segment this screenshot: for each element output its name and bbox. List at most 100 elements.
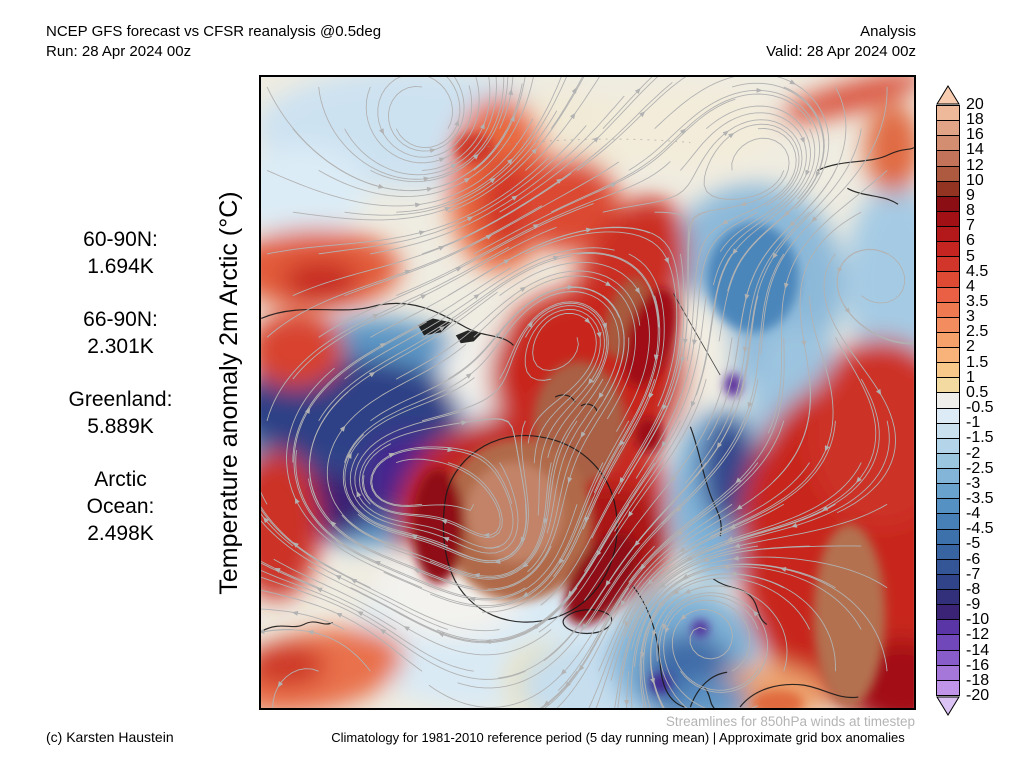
coastline	[673, 293, 721, 376]
streamline	[261, 491, 268, 505]
streamline	[625, 379, 811, 604]
streamline	[272, 668, 319, 708]
stats-panel: 60-90N: 1.694K 66-90N: 2.301K Greenland:…	[28, 226, 213, 573]
streamline	[654, 77, 830, 210]
streamline	[344, 77, 497, 176]
colorbar-cell	[937, 166, 959, 182]
streamline-arrowhead-icon	[856, 476, 862, 483]
streamline-arrowhead-icon	[489, 177, 496, 184]
streamline-arrowhead-icon	[680, 128, 687, 135]
streamline	[292, 110, 558, 221]
streamline-arrowhead-icon	[357, 611, 364, 617]
streamline-arrowhead-icon	[305, 407, 311, 414]
streamline-arrowhead-icon	[438, 157, 446, 163]
colorbar-tick-label: 10	[966, 171, 984, 189]
colorbar-tick-label: -3	[966, 474, 981, 492]
streamline-arrowhead-icon	[479, 122, 485, 130]
streamline	[541, 629, 604, 708]
streamline-arrowhead-icon	[454, 119, 460, 127]
coastline	[712, 578, 768, 626]
streamline-arrowhead-icon	[379, 128, 384, 135]
streamline-arrowhead-icon	[801, 340, 807, 347]
streamline-arrowhead-icon	[508, 88, 514, 96]
colorbar-cell	[937, 635, 959, 651]
streamline	[767, 170, 888, 434]
streamline-arrowhead-icon	[736, 504, 743, 510]
colorbar-tick-label: 4.5	[966, 262, 989, 280]
streamline-arrowhead-icon	[519, 286, 527, 293]
streamline-arrowhead-icon	[661, 441, 667, 448]
streamline-arrowhead-icon	[784, 282, 789, 290]
y-axis-label: Temperature anomaly 2m Arctic (°C)	[215, 191, 243, 595]
streamline	[293, 321, 427, 547]
streamline-arrowhead-icon	[783, 210, 790, 217]
anomaly-blob	[807, 338, 914, 528]
streamline-arrowhead-icon	[598, 392, 604, 399]
streamline-arrowhead-icon	[624, 621, 630, 628]
colorbar-cell	[937, 227, 959, 243]
streamline	[538, 378, 707, 633]
streamline	[395, 77, 461, 149]
streamline	[836, 248, 914, 345]
colorbar-tick-label: 2	[966, 338, 975, 356]
streamline	[727, 82, 825, 292]
streamline-arrowhead-icon	[639, 111, 646, 118]
streamline-arrowhead-icon	[721, 219, 729, 225]
stat-value: 2.301K	[87, 335, 154, 358]
map-canvas	[261, 77, 914, 708]
streamline-arrowhead-icon	[463, 177, 471, 184]
streamline	[671, 608, 760, 691]
streamline-arrowhead-icon	[733, 543, 741, 549]
colorbar-tick-label: 1	[966, 368, 975, 386]
streamline-arrowhead-icon	[692, 339, 698, 346]
streamline	[344, 247, 615, 380]
streamline	[383, 462, 604, 606]
colorbar-cell	[937, 332, 959, 348]
streamline-arrowhead-icon	[335, 612, 343, 618]
streamline	[295, 450, 526, 600]
streamline-arrowhead-icon	[679, 546, 686, 553]
colorbar-cell	[937, 151, 959, 167]
streamline	[695, 128, 816, 396]
colorbar-tick-label: -10	[966, 611, 990, 629]
stat-arctic-ocean: Arctic Ocean: 2.498K	[28, 466, 213, 547]
streamline	[388, 77, 465, 152]
colorbar-cell	[937, 181, 959, 197]
anomaly-blob	[282, 260, 359, 301]
colorbar-tick-label: -8	[966, 580, 981, 598]
colorbar-cell	[937, 680, 959, 695]
streamline-arrowhead-icon	[624, 699, 630, 706]
stat-value: 2.498K	[87, 522, 154, 545]
streamline	[650, 585, 788, 708]
streamline-arrowhead-icon	[560, 669, 567, 676]
streamline	[634, 566, 862, 668]
streamline-arrowhead-icon	[824, 445, 830, 452]
streamline-arrowhead-icon	[356, 490, 362, 498]
streamline	[622, 462, 862, 637]
colorbar-tick-label: -18	[966, 671, 990, 689]
colorbar-cell	[937, 408, 959, 424]
streamline-arrowhead-icon	[752, 610, 759, 617]
streamline	[370, 77, 509, 183]
streamline	[473, 77, 526, 171]
anomaly-blob	[724, 373, 743, 397]
streamline	[447, 286, 625, 401]
coastline	[442, 434, 618, 623]
streamline-arrowhead-icon	[455, 266, 463, 272]
streamline-arrowhead-icon	[588, 378, 594, 385]
streamline	[377, 77, 473, 158]
streamline	[371, 448, 514, 549]
streamline	[261, 589, 423, 672]
colorbar-tick-label: 4	[966, 277, 975, 295]
streamline	[760, 86, 888, 355]
coastline	[703, 686, 715, 708]
streamline	[591, 253, 685, 539]
streamline	[261, 560, 319, 589]
colorbar-tick-label: -5	[966, 535, 981, 553]
streamline	[266, 156, 550, 255]
colorbar-tick-label: 9	[966, 186, 975, 204]
header-left: NCEP GFS forecast vs CFSR reanalysis @0.…	[46, 22, 381, 62]
streamline	[823, 253, 896, 514]
streamline	[421, 302, 608, 422]
streamline-arrowhead-icon	[789, 79, 796, 85]
